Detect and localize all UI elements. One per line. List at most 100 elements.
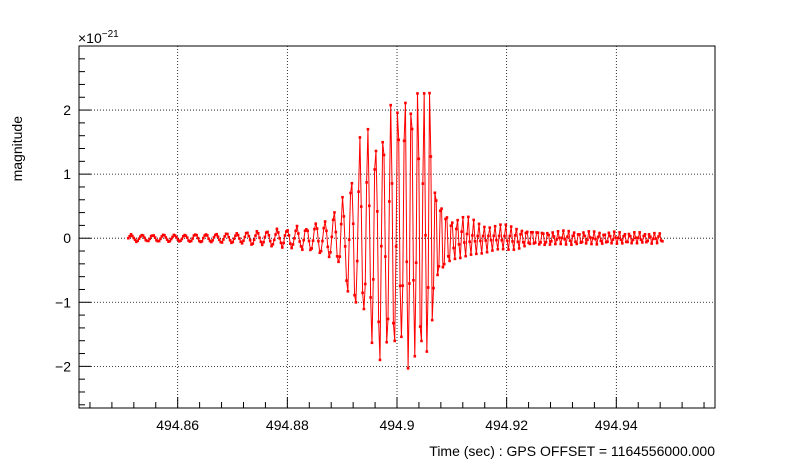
data-point	[334, 230, 338, 234]
data-point	[390, 182, 394, 185]
data-point	[584, 242, 588, 245]
data-point	[436, 273, 439, 277]
data-point	[657, 235, 660, 238]
data-point	[405, 260, 409, 264]
data-point	[460, 230, 463, 233]
data-point	[206, 234, 209, 237]
data-point	[567, 229, 571, 233]
data-point	[295, 224, 299, 228]
data-point	[417, 157, 421, 161]
y-multiplier: ×10−21	[78, 29, 119, 46]
data-point	[655, 241, 659, 245]
data-point	[232, 237, 236, 241]
data-point	[215, 232, 218, 236]
data-point	[412, 279, 415, 282]
data-point	[536, 231, 540, 234]
y-tick-label: 1	[63, 166, 71, 182]
data-point	[208, 239, 212, 243]
data-point	[516, 240, 520, 244]
data-point	[313, 227, 316, 231]
data-point	[167, 240, 170, 243]
data-point	[330, 235, 334, 239]
data-point	[598, 231, 601, 235]
data-point	[317, 239, 320, 243]
data-point	[507, 248, 510, 251]
data-point	[631, 238, 635, 242]
data-point	[236, 233, 240, 237]
data-point	[298, 240, 301, 243]
data-point	[183, 233, 186, 237]
data-point	[250, 243, 253, 246]
data-point	[635, 241, 639, 245]
grid-lines	[79, 46, 715, 408]
data-point	[274, 233, 277, 236]
y-tick-label: 0	[63, 230, 71, 246]
data-point	[188, 240, 192, 243]
data-point	[370, 341, 374, 345]
data-point	[543, 243, 546, 247]
data-point	[139, 235, 142, 238]
x-tick-label: 494.92	[485, 417, 528, 433]
data-point	[658, 232, 662, 235]
data-point	[243, 235, 247, 239]
data-point	[614, 236, 617, 239]
data-point	[496, 247, 500, 251]
data-point	[558, 236, 561, 240]
data-point	[133, 238, 137, 242]
data-point	[438, 209, 442, 213]
data-point	[426, 286, 430, 289]
data-point	[537, 243, 541, 246]
data-point	[528, 242, 532, 246]
data-point	[468, 240, 471, 244]
data-point	[453, 257, 457, 261]
data-point	[521, 240, 525, 244]
data-point	[422, 92, 426, 95]
data-point	[185, 236, 189, 239]
data-point	[128, 234, 131, 238]
data-point	[612, 230, 616, 233]
data-point	[258, 236, 261, 240]
data-point	[396, 111, 399, 115]
data-point	[216, 235, 220, 238]
y-tick-label: −1	[55, 294, 71, 310]
data-point	[127, 236, 130, 240]
data-point	[615, 242, 619, 245]
data-point	[592, 230, 596, 233]
data-point	[449, 224, 453, 228]
data-point	[554, 242, 557, 246]
data-point	[227, 235, 231, 239]
data-point	[406, 367, 410, 370]
data-point	[463, 241, 466, 244]
data-point	[566, 235, 569, 239]
data-point	[305, 228, 308, 231]
data-point	[661, 240, 664, 243]
data-point	[285, 230, 288, 233]
data-point	[234, 234, 237, 238]
data-point	[467, 215, 470, 219]
data-point	[524, 231, 528, 235]
data-point	[402, 139, 406, 143]
data-point	[529, 230, 533, 234]
data-point	[408, 282, 411, 285]
data-point	[622, 234, 625, 238]
data-point	[136, 239, 140, 243]
data-point	[634, 236, 637, 240]
data-point	[179, 239, 182, 242]
data-point	[456, 218, 459, 222]
axis-ticks	[79, 58, 705, 408]
data-point	[132, 236, 135, 240]
data-point	[540, 231, 544, 235]
data-point	[428, 91, 431, 95]
data-point	[480, 252, 484, 255]
data-point	[327, 255, 331, 259]
data-point	[203, 234, 206, 237]
data-point	[586, 238, 589, 242]
data-point	[242, 239, 245, 243]
data-point	[457, 243, 461, 246]
data-point	[591, 236, 595, 240]
y-tick-label: 2	[63, 102, 71, 118]
data-point	[523, 244, 526, 248]
data-point	[325, 229, 328, 233]
data-point	[367, 204, 371, 208]
